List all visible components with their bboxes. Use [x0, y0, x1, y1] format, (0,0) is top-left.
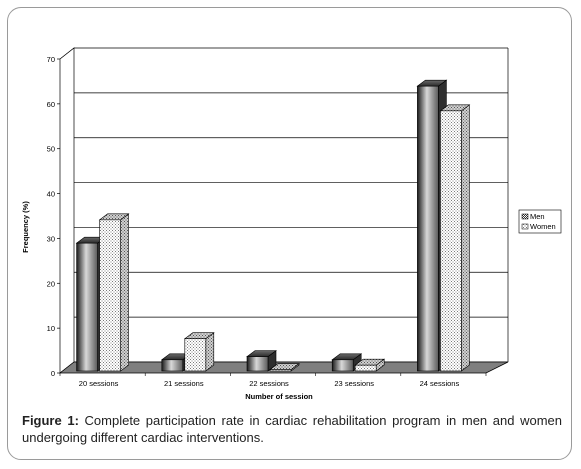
legend: Men Women: [518, 209, 562, 234]
bar-women: [440, 110, 462, 372]
bar-women: [269, 369, 292, 372]
bar-women: [99, 219, 121, 372]
legend-swatch-men: [521, 213, 529, 220]
legend-swatch-women: [521, 223, 529, 230]
bar-men: [331, 359, 354, 372]
y-tick-label: 70: [47, 55, 55, 64]
legend-box: [518, 209, 562, 234]
x-tick-label: 21 sessions: [164, 379, 204, 388]
bar-side-women: [461, 104, 470, 372]
bar-men: [76, 242, 98, 372]
x-tick-label: 20 sessions: [79, 379, 119, 388]
y-tick-label: 40: [47, 190, 55, 199]
bar-women: [184, 338, 207, 372]
bar-men: [417, 85, 439, 372]
x-tick-label: 22 sessions: [249, 379, 289, 388]
x-tick-label: 23 sessions: [334, 379, 374, 388]
figure-caption: Figure 1: Complete participation rate in…: [22, 412, 562, 446]
x-axis-label: Number of session: [245, 392, 313, 401]
bar-side-women: [120, 213, 129, 372]
left-wall: [59, 47, 75, 374]
y-tick-label: 10: [47, 324, 55, 333]
caption-text: Complete participation rate in cardiac r…: [22, 413, 562, 445]
x-tick-labels: 20 sessions 21 sessions 22 sessions 23 sess…: [59, 373, 487, 388]
bar-men: [246, 356, 269, 372]
legend-label-men: Men: [530, 212, 545, 221]
legend-label-women: Women: [530, 222, 556, 231]
y-tick-label: 50: [47, 145, 55, 154]
caption-label: Figure 1:: [22, 413, 79, 428]
y-tick-label: 20: [47, 279, 55, 288]
y-tick-label: 30: [47, 234, 55, 243]
figure-frame: [7, 7, 572, 460]
bar-men: [161, 359, 184, 372]
y-tick-label: 0: [51, 369, 55, 378]
chart-container: Frequency (%) Number of session 0 10 20 30 4…: [16, 17, 564, 402]
y-tick-labels: 0 10 20 30 40 50 60 70: [47, 55, 55, 378]
y-tick-label: 60: [47, 100, 55, 109]
bar-chart: Frequency (%) Number of session 0 10 20 30 4…: [21, 47, 562, 401]
bar-side-women: [205, 332, 215, 372]
bar-women: [354, 364, 377, 372]
bars: [75, 79, 471, 372]
y-axis-label: Frequency (%): [21, 201, 30, 253]
x-tick-label: 24 sessions: [420, 379, 460, 388]
